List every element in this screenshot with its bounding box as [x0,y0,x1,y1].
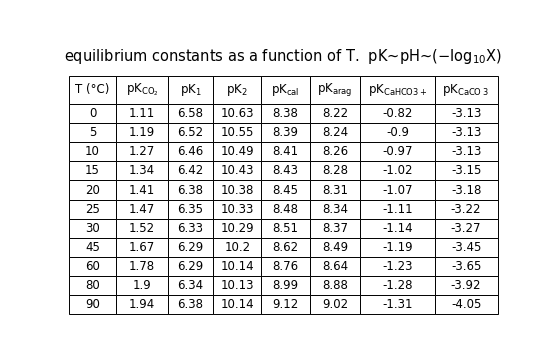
Text: equilibrium constants as a function of T.  pK~pH~($-$log$_{10}$X): equilibrium constants as a function of T… [65,47,502,66]
